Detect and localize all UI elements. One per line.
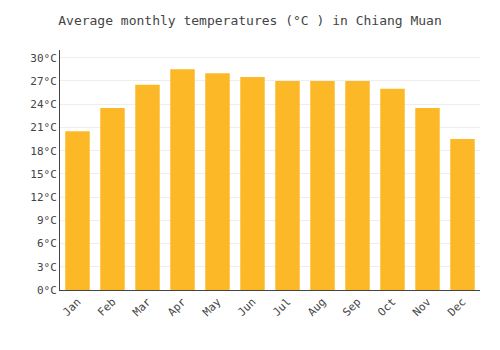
svg-text:6°C: 6°C <box>37 237 57 250</box>
svg-text:Apr: Apr <box>165 295 189 319</box>
svg-text:May: May <box>200 295 224 319</box>
svg-text:30°C: 30°C <box>30 52 57 65</box>
svg-text:12°C: 12°C <box>30 191 57 204</box>
svg-text:Nov: Nov <box>410 295 434 319</box>
svg-text:15°C: 15°C <box>30 168 57 181</box>
svg-text:18°C: 18°C <box>30 145 57 158</box>
svg-text:Average monthly temperatures (: Average monthly temperatures (°C ) in Ch… <box>58 13 442 28</box>
svg-text:Jan: Jan <box>60 296 83 319</box>
svg-text:Jun: Jun <box>235 296 258 319</box>
svg-text:Mar: Mar <box>130 295 154 319</box>
svg-text:Dec: Dec <box>445 296 468 319</box>
svg-text:Feb: Feb <box>95 296 118 319</box>
svg-text:0°C: 0°C <box>37 284 57 297</box>
svg-text:Sep: Sep <box>340 296 363 319</box>
svg-text:21°C: 21°C <box>30 121 57 134</box>
svg-text:9°C: 9°C <box>37 214 57 227</box>
svg-text:Jul: Jul <box>270 296 293 319</box>
svg-text:3°C: 3°C <box>37 261 57 274</box>
svg-text:27°C: 27°C <box>30 75 57 88</box>
svg-text:Oct: Oct <box>375 296 398 319</box>
svg-text:24°C: 24°C <box>30 98 57 111</box>
svg-text:Aug: Aug <box>305 296 328 319</box>
